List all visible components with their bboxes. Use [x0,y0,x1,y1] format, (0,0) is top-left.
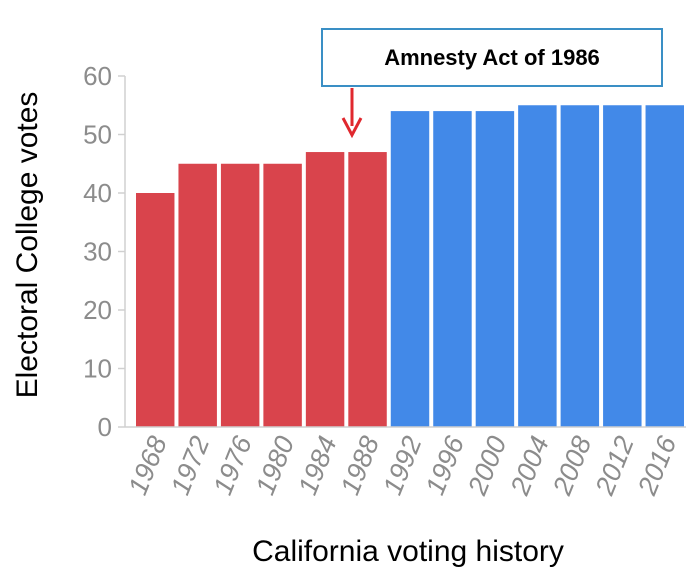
x-tick-label: 1992 [377,432,427,499]
bar-1984 [305,152,345,428]
y-tick-label: 20 [83,295,112,325]
bar-2008 [560,105,600,427]
x-tick-label: 2016 [632,431,683,500]
bar-1996 [433,111,472,427]
annotation-callout: Amnesty Act of 1986 [321,28,663,139]
annotation-arrow-head [341,117,363,139]
bar-1972 [178,163,217,427]
bar-2000 [475,111,515,427]
y-tick-label: 40 [83,178,112,208]
bar-2016 [645,105,684,427]
y-axis: 0 10 20 30 40 50 60 [83,61,126,442]
bar-2004 [518,105,557,427]
y-tick-label: 60 [83,61,112,91]
x-tick-label: 2000 [462,432,513,500]
bar-1992 [390,111,430,427]
bar-1976 [220,163,260,427]
x-tick-label: 2004 [504,432,555,500]
bar-1968 [136,193,175,427]
annotation-box [321,28,663,87]
annotation-text: Amnesty Act of 1986 [384,45,600,70]
x-tick-label: 1980 [250,432,300,499]
x-tick-label: 1972 [165,432,215,499]
x-tick-label: 1968 [122,432,172,499]
y-tick-label: 10 [83,354,112,384]
y-tick-label: 30 [83,237,112,267]
x-tick-label: 2012 [589,432,640,500]
y-tick-label: 0 [98,412,112,442]
bar-1980 [263,163,302,427]
x-axis-title: California voting history [252,535,564,568]
x-tick-label: 1988 [335,432,385,499]
y-tick-label: 50 [83,120,112,150]
bar-2012 [603,105,642,427]
x-axis: 1968197219761980198419881992199620002004… [122,426,686,500]
bar-1988 [348,152,387,428]
bars [136,105,684,428]
x-tick-label: 2008 [547,432,598,500]
y-axis-title: Electoral College votes [11,92,44,399]
